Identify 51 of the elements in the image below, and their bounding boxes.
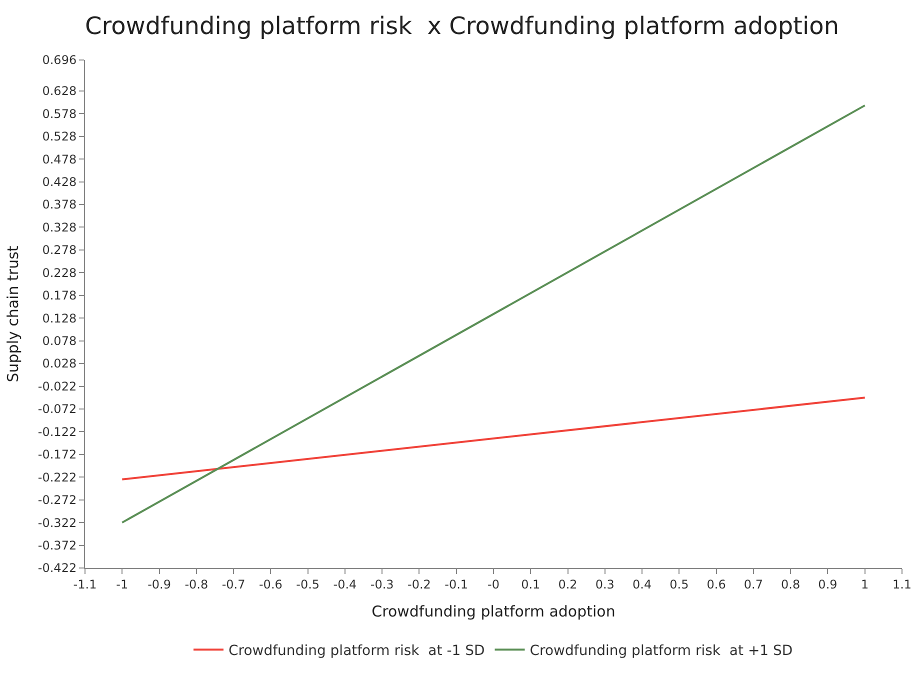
y-tick-label: 0.178 bbox=[42, 288, 77, 303]
x-tick-label: 0.9 bbox=[818, 577, 838, 592]
y-tick-label: 0.578 bbox=[42, 106, 77, 121]
x-tick-label: 0.3 bbox=[595, 577, 614, 592]
x-tick-label: 0.7 bbox=[744, 577, 763, 592]
x-tick-label: -1 bbox=[116, 577, 128, 592]
y-tick-label: 0.378 bbox=[42, 198, 77, 212]
y-tick-label: 0.696 bbox=[42, 53, 77, 68]
x-tick-label: -0.2 bbox=[408, 577, 431, 592]
y-tick-label: -0.272 bbox=[38, 493, 77, 508]
chart-title: Crowdfunding platform risk x Crowdfunding platform adoption bbox=[84, 12, 840, 40]
x-tick-label: -0.1 bbox=[444, 577, 468, 592]
y-tick-label: -0.222 bbox=[38, 470, 77, 484]
y-tick-label: -0.072 bbox=[38, 402, 77, 416]
x-tick-label: -0.3 bbox=[370, 577, 394, 592]
x-axis-title: Crowdfunding platform adoption bbox=[372, 602, 616, 620]
y-tick-label: 0.078 bbox=[42, 334, 77, 348]
x-tick-label: -0.8 bbox=[184, 577, 208, 592]
y-tick-label: 0.528 bbox=[42, 130, 77, 144]
x-tick-label: 1.1 bbox=[892, 577, 912, 592]
y-tick-label: 0.128 bbox=[42, 311, 77, 326]
y-axis-title: Supply chain trust bbox=[4, 246, 22, 382]
x-tick-label: -1.1 bbox=[73, 577, 97, 592]
x-tick-label: -0.9 bbox=[148, 577, 171, 592]
legend-label: Crowdfunding platform risk at +1 SD bbox=[530, 643, 793, 660]
y-tick-label: 0.228 bbox=[42, 266, 77, 280]
y-tick-label: -0.422 bbox=[38, 561, 77, 576]
y-tick-label: -0.172 bbox=[38, 448, 77, 462]
x-tick-label: -0 bbox=[488, 577, 500, 592]
y-tick-label: -0.372 bbox=[38, 538, 77, 552]
x-tick-label: -0.6 bbox=[258, 577, 282, 592]
y-tick-label: 0.278 bbox=[42, 243, 77, 258]
x-tick-label: 0.2 bbox=[558, 577, 578, 592]
x-tick-label: -0.5 bbox=[296, 577, 320, 592]
y-tick-label: 0.478 bbox=[42, 152, 77, 166]
y-tick-label: -0.022 bbox=[38, 379, 77, 394]
y-tick-label: 0.428 bbox=[42, 174, 77, 189]
legend-label: Crowdfunding platform risk at -1 SD bbox=[228, 643, 485, 660]
y-tick-label: -0.122 bbox=[38, 424, 77, 439]
y-tick-label: 0.328 bbox=[42, 220, 77, 234]
y-tick-label: 0.628 bbox=[42, 84, 77, 98]
x-tick-label: 0.6 bbox=[706, 577, 726, 592]
x-tick-label: -0.7 bbox=[222, 577, 246, 592]
x-tick-label: 0.5 bbox=[670, 577, 689, 592]
x-tick-label: 0.8 bbox=[781, 577, 800, 592]
x-tick-label: 1 bbox=[861, 577, 869, 592]
y-tick-label: -0.322 bbox=[38, 516, 77, 530]
x-tick-label: 0.1 bbox=[521, 577, 540, 592]
y-tick-label: 0.028 bbox=[42, 356, 77, 371]
x-tick-label: 0.4 bbox=[632, 577, 652, 592]
x-tick-label: -0.4 bbox=[333, 577, 357, 592]
